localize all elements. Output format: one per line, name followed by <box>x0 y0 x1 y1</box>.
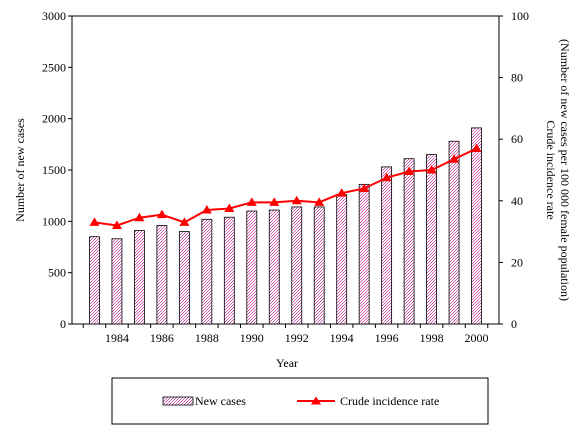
incidence-point-1986 <box>156 209 167 219</box>
incidence-point-1997 <box>404 166 415 176</box>
y-right-tick-label: 80 <box>511 71 523 85</box>
x-tick-label-2000: 2000 <box>465 331 489 345</box>
bar-1983 <box>89 236 100 325</box>
incidence-point-1990 <box>246 197 257 206</box>
incidence-point-1998 <box>426 165 437 174</box>
incidence-point-1993 <box>314 197 325 206</box>
axis-ticks: 0 500 1000 1500 2000 2500 3000 0 20 40 60 80 100 1984… <box>42 9 529 345</box>
incidence-point-1988 <box>201 205 212 214</box>
incidence-point-1999 <box>449 154 460 163</box>
bar-1994 <box>336 194 348 325</box>
incidence-point-2000 <box>471 143 482 152</box>
x-tick-label-1990: 1990 <box>240 331 264 345</box>
bar-1991 <box>268 209 280 325</box>
x-tick-label-1998: 1998 <box>420 331 444 345</box>
legend: New cases Crude incidence rate <box>111 377 489 425</box>
y-right-tick-label: 100 <box>511 9 529 23</box>
y-axis-title-right-line1: Crude incidence rate <box>544 120 558 219</box>
x-tick-label-1992: 1992 <box>285 331 309 345</box>
incidence-point-1984 <box>111 220 122 229</box>
y-right-tick-label: 60 <box>511 132 523 146</box>
bar-1990 <box>246 210 258 325</box>
x-tick-label-1988: 1988 <box>195 331 219 345</box>
bar-1989 <box>223 216 235 325</box>
x-tick-label-1984: 1984 <box>105 331 129 345</box>
y-left-tick-label: 1000 <box>42 214 66 228</box>
y-left-tick-label: 0 <box>60 317 66 331</box>
incidence-point-1996 <box>381 172 392 182</box>
incidence-point-1992 <box>291 195 302 205</box>
y-right-tick-label: 0 <box>511 317 517 331</box>
bar-1984 <box>111 238 123 325</box>
x-axis-title: Year <box>276 356 298 370</box>
y-left-tick-label: 2500 <box>42 60 66 74</box>
incidence-rate-line <box>94 147 477 227</box>
incidence-point-1989 <box>224 203 235 212</box>
bar-series-new-cases <box>89 127 482 325</box>
legend-label-new-cases: New cases <box>195 394 246 408</box>
bar-1987 <box>178 231 190 325</box>
y-left-tick-label: 2000 <box>42 112 66 126</box>
incidence-point-1994 <box>336 188 347 197</box>
incidence-point-1995 <box>359 183 370 192</box>
bar-1986 <box>156 225 168 325</box>
legend-swatch-new-cases <box>162 396 194 406</box>
bar-1997 <box>403 158 415 325</box>
legend-label-crude-incidence-rate: Crude incidence rate <box>340 394 439 408</box>
x-tick-label-1994: 1994 <box>330 331 354 345</box>
incidence-point-1983 <box>89 217 100 226</box>
bar-1995 <box>358 183 370 325</box>
x-tick-label-1996: 1996 <box>375 331 399 345</box>
y-right-tick-label: 20 <box>511 255 523 269</box>
bar-1996 <box>381 166 393 325</box>
y-left-tick-label: 500 <box>48 266 66 280</box>
x-tick-label-1986: 1986 <box>150 331 174 345</box>
incidence-point-1987 <box>179 217 190 226</box>
legend-swatch-marker <box>311 396 321 405</box>
bar-1988 <box>201 218 213 325</box>
incidence-point-1985 <box>134 212 145 222</box>
bar-1999 <box>448 140 460 325</box>
bar-2000 <box>471 127 482 325</box>
bar-1998 <box>426 154 437 325</box>
bar-1993 <box>313 206 325 325</box>
y-axis-title-left: Number of new cases <box>13 118 27 222</box>
y-left-tick-label: 3000 <box>42 9 66 23</box>
y-axis-title-right-line2: (Number of new cases per 100 000 female … <box>558 39 572 301</box>
bar-1992 <box>291 206 303 325</box>
incidence-point-1991 <box>269 197 280 206</box>
y-right-tick-label: 40 <box>511 194 523 208</box>
y-left-tick-label: 1500 <box>42 163 66 177</box>
line-series-crude-incidence-rate <box>89 143 482 229</box>
bar-1985 <box>134 230 145 325</box>
